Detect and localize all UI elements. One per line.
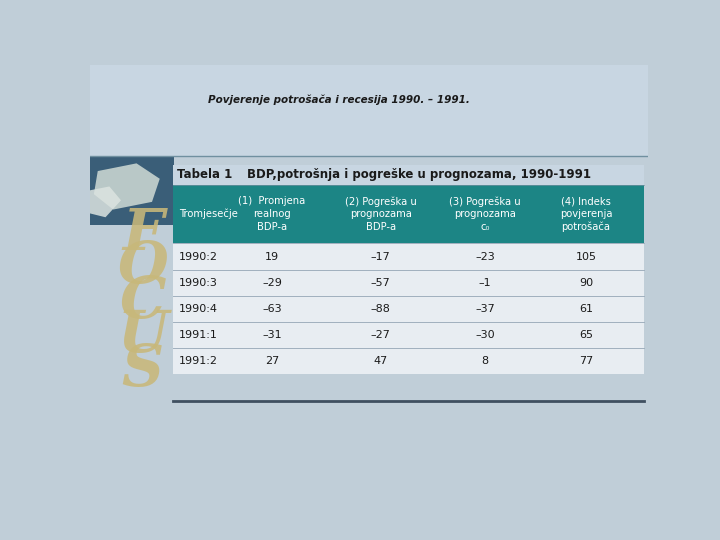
Text: –23: –23 bbox=[475, 252, 495, 261]
FancyBboxPatch shape bbox=[90, 156, 174, 225]
FancyBboxPatch shape bbox=[173, 296, 644, 322]
Text: 27: 27 bbox=[265, 356, 279, 366]
Text: –63: –63 bbox=[262, 304, 282, 314]
Text: 1991:2: 1991:2 bbox=[179, 356, 218, 366]
Text: Tromjesečje: Tromjesečje bbox=[179, 209, 238, 219]
Text: –30: –30 bbox=[475, 330, 495, 340]
Text: Tabela 1: Tabela 1 bbox=[177, 168, 232, 181]
Text: 105: 105 bbox=[575, 252, 596, 261]
Text: Povjerenje potrošača i recesija 1990. – 1991.: Povjerenje potrošača i recesija 1990. – … bbox=[208, 94, 469, 105]
FancyBboxPatch shape bbox=[173, 165, 644, 185]
Text: 19: 19 bbox=[265, 252, 279, 261]
Text: 1990:4: 1990:4 bbox=[179, 304, 218, 314]
Text: O: O bbox=[117, 239, 168, 295]
Text: 65: 65 bbox=[579, 330, 593, 340]
Text: 1990:3: 1990:3 bbox=[179, 278, 218, 288]
Text: 8: 8 bbox=[482, 356, 489, 366]
Text: 61: 61 bbox=[579, 304, 593, 314]
FancyBboxPatch shape bbox=[173, 322, 644, 348]
Text: (3) Pogreška u
prognozama
c₀: (3) Pogreška u prognozama c₀ bbox=[449, 196, 521, 232]
FancyBboxPatch shape bbox=[90, 65, 648, 156]
Polygon shape bbox=[90, 186, 121, 217]
Text: –31: –31 bbox=[262, 330, 282, 340]
Polygon shape bbox=[94, 164, 160, 210]
FancyBboxPatch shape bbox=[173, 244, 644, 269]
FancyBboxPatch shape bbox=[173, 269, 644, 296]
FancyBboxPatch shape bbox=[173, 348, 644, 374]
Text: –29: –29 bbox=[262, 278, 282, 288]
Text: –27: –27 bbox=[371, 330, 390, 340]
Text: 47: 47 bbox=[374, 356, 388, 366]
Text: (4) Indeks
povjerenja
potrošača: (4) Indeks povjerenja potrošača bbox=[559, 196, 612, 232]
Text: BDP,potrošnja i pogreške u prognozama, 1990-1991: BDP,potrošnja i pogreške u prognozama, 1… bbox=[246, 168, 590, 181]
Text: S: S bbox=[122, 342, 163, 399]
FancyBboxPatch shape bbox=[173, 185, 644, 244]
Text: F: F bbox=[122, 206, 163, 262]
Text: (1)  Promjena
realnog
BDP-a: (1) Promjena realnog BDP-a bbox=[238, 197, 306, 232]
Text: 1990:2: 1990:2 bbox=[179, 252, 218, 261]
Text: –88: –88 bbox=[371, 304, 390, 314]
Text: –1: –1 bbox=[479, 278, 492, 288]
Text: (2) Pogreška u
prognozama
BDP-a: (2) Pogreška u prognozama BDP-a bbox=[345, 196, 416, 232]
Text: –37: –37 bbox=[475, 304, 495, 314]
Text: C: C bbox=[120, 274, 166, 330]
Text: –57: –57 bbox=[371, 278, 390, 288]
Text: –17: –17 bbox=[371, 252, 390, 261]
FancyBboxPatch shape bbox=[90, 156, 174, 225]
Text: 90: 90 bbox=[579, 278, 593, 288]
Text: U: U bbox=[117, 308, 168, 364]
Text: 1991:1: 1991:1 bbox=[179, 330, 218, 340]
Text: 77: 77 bbox=[579, 356, 593, 366]
